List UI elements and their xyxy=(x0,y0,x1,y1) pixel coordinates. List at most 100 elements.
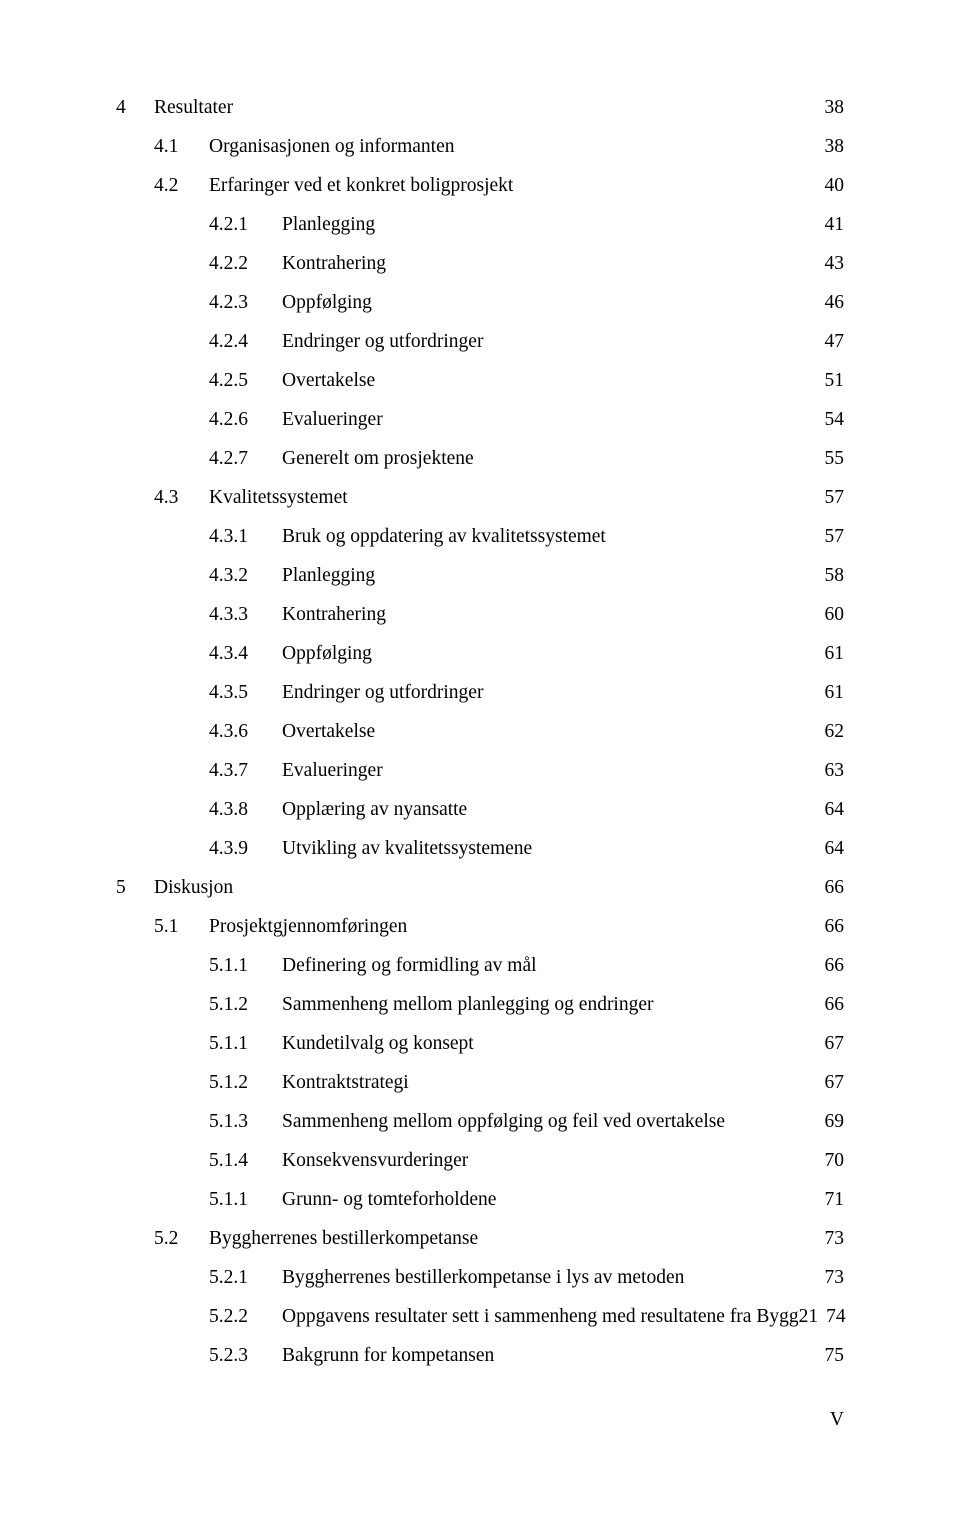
toc-entry-page: 57 xyxy=(825,488,845,508)
table-of-contents: 4Resultater 38 4.1Organisasjonen og infor… xyxy=(116,98,844,1366)
toc-entry-title: Evalueringer xyxy=(282,761,383,781)
toc-entry-number: 4.2.7 xyxy=(209,449,282,469)
toc-entry: 4.3.7Evalueringer 63 xyxy=(116,761,844,781)
toc-entry-page: 43 xyxy=(825,254,845,274)
toc-entry-page: 62 xyxy=(825,722,845,742)
toc-entry-title: Kundetilvalg og konsept xyxy=(282,1034,474,1054)
toc-entry-title: Oppgavens resultater sett i sammenheng m… xyxy=(282,1307,818,1327)
toc-entry-number: 4.2.1 xyxy=(209,215,282,235)
toc-entry-title: Kvalitetssystemet xyxy=(209,488,348,508)
toc-entry-number: 5.1.3 xyxy=(209,1112,282,1132)
toc-entry-page: 55 xyxy=(825,449,845,469)
toc-entry-page: 64 xyxy=(825,839,845,859)
toc-entry-title: Definering og formidling av mål xyxy=(282,956,537,976)
toc-entry-title: Konsekvensvurderinger xyxy=(282,1151,468,1171)
toc-entry-page: 38 xyxy=(825,98,845,118)
toc-entry-page: 75 xyxy=(825,1346,845,1366)
toc-entry-page: 66 xyxy=(825,956,845,976)
toc-entry-page: 71 xyxy=(825,1190,845,1210)
toc-entry-number: 4.1 xyxy=(154,137,209,157)
toc-entry-title: Planlegging xyxy=(282,215,375,235)
toc-entry: 4.3.3Kontrahering 60 xyxy=(116,605,844,625)
toc-entry-page: 64 xyxy=(825,800,845,820)
toc-entry-number: 4.3.4 xyxy=(209,644,282,664)
toc-entry: 4Resultater 38 xyxy=(116,98,844,118)
toc-entry-title: Oppfølging xyxy=(282,293,372,313)
toc-entry-page: 61 xyxy=(825,644,845,664)
toc-entry-page: 70 xyxy=(825,1151,845,1171)
toc-entry-title: Byggherrenes bestillerkompetanse i lys a… xyxy=(282,1268,684,1288)
toc-entry: 4.3.4Oppfølging 61 xyxy=(116,644,844,664)
toc-entry-number: 4.2.6 xyxy=(209,410,282,430)
toc-entry-page: 47 xyxy=(825,332,845,352)
toc-entry-number: 4.3.7 xyxy=(209,761,282,781)
toc-entry: 5.1.1Kundetilvalg og konsept 67 xyxy=(116,1034,844,1054)
toc-entry-number: 4.2 xyxy=(154,176,209,196)
toc-entry-number: 5.2.2 xyxy=(209,1307,282,1327)
toc-entry-title: Erfaringer ved et konkret boligprosjekt xyxy=(209,176,513,196)
toc-entry-page: 54 xyxy=(825,410,845,430)
toc-entry-number: 5.1.2 xyxy=(209,1073,282,1093)
toc-entry-title: Organisasjonen og informanten xyxy=(209,137,455,157)
toc-entry: 4.2Erfaringer ved et konkret boligprosje… xyxy=(116,176,844,196)
toc-entry-number: 4.2.2 xyxy=(209,254,282,274)
toc-entry-title: Byggherrenes bestillerkompetanse xyxy=(209,1229,478,1249)
toc-entry-page: 67 xyxy=(825,1034,845,1054)
toc-entry-title: Grunn- og tomteforholdene xyxy=(282,1190,496,1210)
toc-entry-title: Sammenheng mellom planlegging og endring… xyxy=(282,995,654,1015)
toc-entry: 5.1.1Grunn- og tomteforholdene 71 xyxy=(116,1190,844,1210)
toc-entry-title: Oppfølging xyxy=(282,644,372,664)
toc-entry-number: 4.3.9 xyxy=(209,839,282,859)
toc-entry-number: 5.1.1 xyxy=(209,1190,282,1210)
toc-entry: 4.3.2Planlegging 58 xyxy=(116,566,844,586)
toc-entry-number: 5.1.4 xyxy=(209,1151,282,1171)
toc-entry-page: 66 xyxy=(825,878,845,898)
toc-entry: 5.1.2Kontraktstrategi 67 xyxy=(116,1073,844,1093)
toc-entry: 5.2.3Bakgrunn for kompetansen 75 xyxy=(116,1346,844,1366)
toc-entry: 4.3Kvalitetssystemet 57 xyxy=(116,488,844,508)
toc-entry-page: 51 xyxy=(825,371,845,391)
toc-entry-page: 41 xyxy=(825,215,845,235)
toc-entry: 4.2.2Kontrahering 43 xyxy=(116,254,844,274)
toc-entry-page: 67 xyxy=(825,1073,845,1093)
toc-entry-number: 4.3 xyxy=(154,488,209,508)
toc-entry-title: Generelt om prosjektene xyxy=(282,449,474,469)
toc-entry-title: Sammenheng mellom oppfølging og feil ved… xyxy=(282,1112,725,1132)
toc-entry-title: Bruk og oppdatering av kvalitetssystemet xyxy=(282,527,606,547)
toc-entry-page: 74 xyxy=(826,1307,846,1327)
toc-entry-page: 73 xyxy=(825,1268,845,1288)
toc-entry: 5.1.3Sammenheng mellom oppfølging og fei… xyxy=(116,1112,844,1132)
toc-entry-title: Utvikling av kvalitetssystemene xyxy=(282,839,532,859)
toc-entry-page: 40 xyxy=(825,176,845,196)
toc-entry-number: 5.1.2 xyxy=(209,995,282,1015)
page-number: V xyxy=(830,1409,844,1431)
toc-entry: 4.3.8Opplæring av nyansatte 64 xyxy=(116,800,844,820)
toc-entry-page: 73 xyxy=(825,1229,845,1249)
toc-entry-page: 60 xyxy=(825,605,845,625)
toc-entry: 4.2.4Endringer og utfordringer 47 xyxy=(116,332,844,352)
toc-entry-number: 5 xyxy=(116,878,154,898)
toc-entry-number: 4 xyxy=(116,98,154,118)
toc-entry-title: Prosjektgjennomføringen xyxy=(209,917,407,937)
toc-entry: 4.3.5Endringer og utfordringer 61 xyxy=(116,683,844,703)
toc-entry-title: Overtakelse xyxy=(282,371,375,391)
toc-entry-title: Bakgrunn for kompetansen xyxy=(282,1346,494,1366)
toc-entry-title: Diskusjon xyxy=(154,878,233,898)
toc-entry-title: Endringer og utfordringer xyxy=(282,332,483,352)
toc-entry-title: Evalueringer xyxy=(282,410,383,430)
toc-entry-title: Resultater xyxy=(154,98,233,118)
toc-entry-page: 63 xyxy=(825,761,845,781)
toc-entry: 4.2.1Planlegging 41 xyxy=(116,215,844,235)
toc-entry: 4.3.6Overtakelse 62 xyxy=(116,722,844,742)
toc-entry: 4.2.5Overtakelse 51 xyxy=(116,371,844,391)
toc-entry-page: 57 xyxy=(825,527,845,547)
toc-entry-number: 4.3.2 xyxy=(209,566,282,586)
toc-entry: 5Diskusjon 66 xyxy=(116,878,844,898)
toc-entry: 4.3.9Utvikling av kvalitetssystemene 64 xyxy=(116,839,844,859)
toc-entry-page: 66 xyxy=(825,995,845,1015)
toc-entry-number: 5.2.3 xyxy=(209,1346,282,1366)
toc-entry-number: 5.2 xyxy=(154,1229,209,1249)
toc-entry: 5.1Prosjektgjennomføringen 66 xyxy=(116,917,844,937)
toc-entry: 4.2.7Generelt om prosjektene 55 xyxy=(116,449,844,469)
toc-entry-title: Endringer og utfordringer xyxy=(282,683,483,703)
